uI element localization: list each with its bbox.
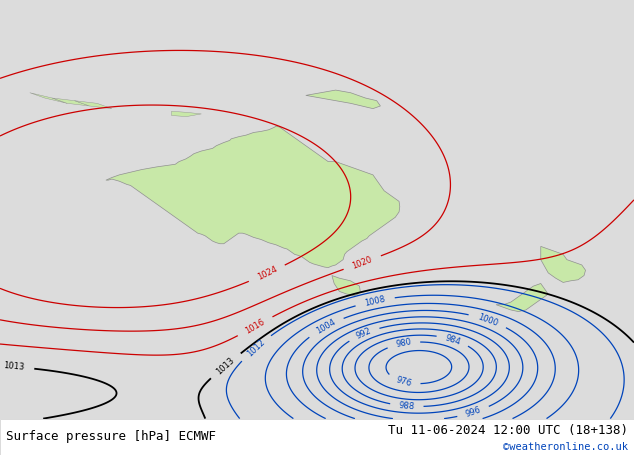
Polygon shape xyxy=(306,90,380,109)
Text: 1024: 1024 xyxy=(256,265,278,282)
Text: Surface pressure [hPa] ECMWF: Surface pressure [hPa] ECMWF xyxy=(6,430,216,443)
Polygon shape xyxy=(75,101,112,109)
Text: 980: 980 xyxy=(395,338,412,349)
Polygon shape xyxy=(332,276,360,296)
Text: 976: 976 xyxy=(395,375,413,389)
Polygon shape xyxy=(106,126,400,268)
Text: 988: 988 xyxy=(398,401,415,411)
Polygon shape xyxy=(52,98,89,106)
Text: 996: 996 xyxy=(465,405,482,419)
Polygon shape xyxy=(30,93,67,103)
Text: 1000: 1000 xyxy=(476,312,499,328)
Text: ©weatheronline.co.uk: ©weatheronline.co.uk xyxy=(503,442,628,452)
Text: 1013: 1013 xyxy=(215,355,236,376)
Polygon shape xyxy=(541,247,586,283)
Text: 1004: 1004 xyxy=(314,318,337,336)
Polygon shape xyxy=(496,283,548,312)
Text: 984: 984 xyxy=(444,333,462,346)
Text: 1008: 1008 xyxy=(364,294,386,308)
Text: 1016: 1016 xyxy=(243,317,266,335)
Text: Tu 11-06-2024 12:00 UTC (18+138): Tu 11-06-2024 12:00 UTC (18+138) xyxy=(387,424,628,437)
Text: 1013: 1013 xyxy=(3,361,25,372)
Polygon shape xyxy=(172,111,202,116)
Text: 992: 992 xyxy=(355,326,373,341)
Text: 1012: 1012 xyxy=(245,337,266,358)
Text: 1020: 1020 xyxy=(351,255,373,271)
